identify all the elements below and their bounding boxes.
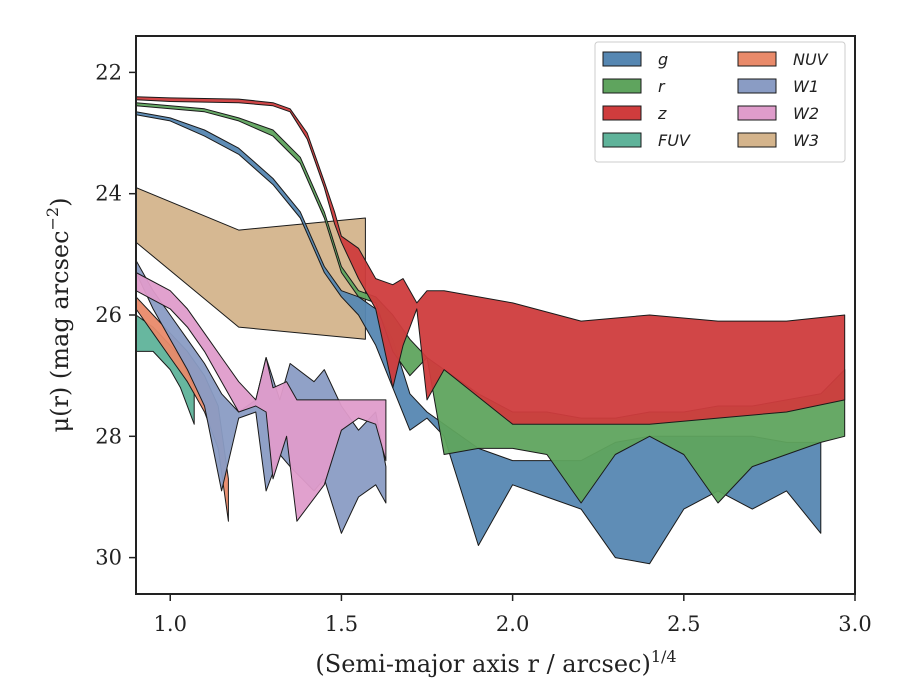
x-tick-label: 1.0	[154, 612, 187, 636]
y-axis-label-close: )	[46, 198, 74, 207]
legend-label-nuv: NUV	[793, 50, 829, 69]
x-tick-label: 3.0	[838, 612, 871, 636]
legend-label-w1: W1	[793, 77, 819, 96]
x-axis-label-exponent: 1/4	[651, 647, 677, 666]
y-tick-label: 26	[95, 303, 122, 327]
y-axis-label-exponent: −2	[43, 207, 62, 231]
legend-label-w2: W2	[793, 104, 819, 123]
band-w3	[136, 187, 366, 340]
legend-label-z: z	[657, 104, 667, 123]
legend-swatch-w3	[737, 132, 777, 148]
x-axis-label: (Semi-major axis r / arcsec)	[315, 650, 650, 678]
legend-swatch-w1	[737, 78, 777, 94]
x-tick-label: 2.0	[496, 612, 529, 636]
y-axis-ticks: 22 24 26 28 30	[95, 60, 136, 570]
legend-label-fuv: FUV	[658, 131, 691, 150]
band-z	[136, 96, 846, 425]
x-tick-label: 2.5	[667, 612, 700, 636]
legend-swatch-w2	[737, 105, 777, 121]
y-tick-label: 24	[95, 182, 122, 206]
series-bands	[136, 96, 846, 565]
band-w2	[136, 272, 387, 522]
y-tick-label: 30	[95, 546, 122, 570]
x-axis-title: (Semi-major axis r / arcsec)1/4	[315, 647, 676, 678]
y-axis-label: μ(r) (mag arcsec	[46, 230, 74, 432]
legend-swatch-r	[602, 78, 642, 94]
legend-swatch-fuv	[602, 132, 642, 148]
y-axis-title: μ(r) (mag arcsec−2)	[43, 198, 74, 433]
legend-frame	[594, 41, 846, 163]
legend-label-g: g	[658, 50, 668, 69]
legend-label-w3: W3	[793, 131, 819, 150]
legend: grz FUV NUV W1 W2 W3	[594, 41, 846, 163]
legend-label-r: r	[658, 77, 666, 96]
legend-swatch-nuv	[737, 51, 777, 67]
x-tick-label: 1.5	[325, 612, 358, 636]
y-tick-label: 22	[95, 60, 122, 84]
legend-swatch-g	[602, 51, 642, 67]
y-tick-label: 28	[95, 424, 122, 448]
x-axis-ticks: 1.0 1.5 2.0 2.5 3.0	[154, 594, 872, 636]
band-g	[136, 111, 822, 565]
legend-swatch-z	[602, 105, 642, 121]
